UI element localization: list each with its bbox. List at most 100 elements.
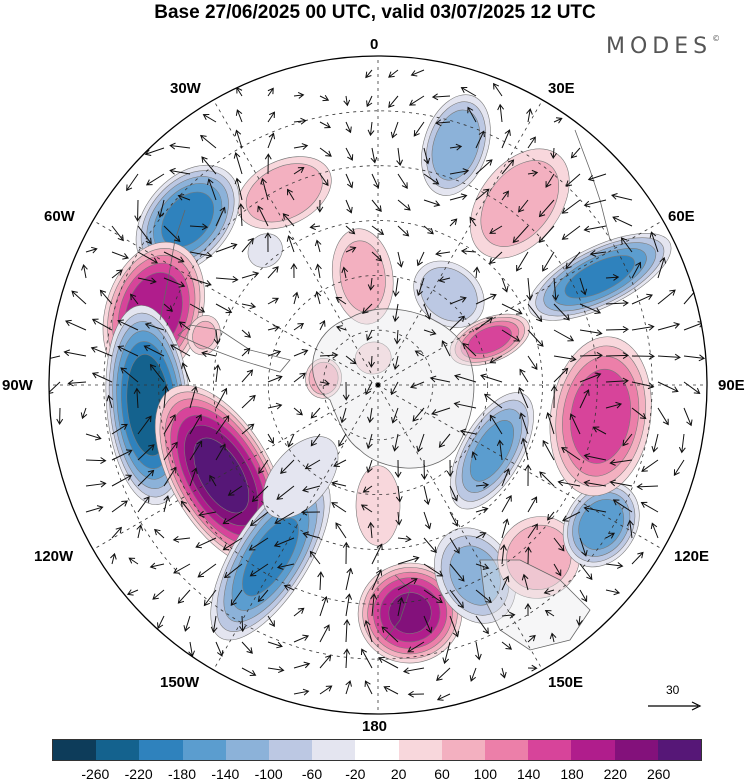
wind-arrow xyxy=(526,277,534,301)
wind-arrow xyxy=(126,173,139,192)
positive-anomaly xyxy=(549,336,652,497)
wind-arrow xyxy=(519,368,529,383)
wind-arrow xyxy=(241,369,254,383)
wind-arrow xyxy=(370,593,378,617)
wind-arrow xyxy=(241,237,254,253)
wind-arrow xyxy=(319,95,330,102)
wind-arrow xyxy=(371,569,383,591)
africa-outline xyxy=(574,129,611,241)
wind-arrow xyxy=(545,412,555,435)
wind-arrow xyxy=(501,494,512,513)
lon-label-120w: 120W xyxy=(34,548,74,565)
wind-arrow xyxy=(145,173,165,186)
wind-arrow xyxy=(371,225,385,235)
wind-arrow xyxy=(449,193,468,201)
wind-arrow xyxy=(431,407,451,416)
wind-arrow xyxy=(545,173,555,188)
wind-arrow xyxy=(189,277,212,287)
wind-arrow xyxy=(579,537,588,557)
wind-arrow xyxy=(657,322,681,331)
lon-label-150w: 150W xyxy=(160,674,200,691)
wind-arrow xyxy=(569,413,581,435)
wind-arrow xyxy=(345,225,356,235)
wind-arrow xyxy=(223,563,243,579)
wind-arrow xyxy=(366,95,373,108)
wind-arrow xyxy=(605,562,624,569)
wind-arrow xyxy=(230,589,243,607)
wind-arrow xyxy=(473,266,481,279)
wind-arrow xyxy=(553,117,563,124)
wind-arrow xyxy=(605,588,621,596)
anomaly-contour xyxy=(262,436,339,519)
wind-arrow xyxy=(583,453,607,461)
wind-arrow xyxy=(397,596,405,617)
wind-arrow xyxy=(435,249,451,257)
wind-arrow xyxy=(267,641,283,649)
wind-arrow xyxy=(335,325,347,332)
wind-arrow xyxy=(335,296,347,305)
wind-arrow xyxy=(394,459,402,478)
wind-arrow xyxy=(117,345,139,357)
wind-arrow xyxy=(521,573,529,591)
wind-arrow xyxy=(149,363,165,383)
wind-arrow xyxy=(489,414,503,435)
wind-arrow xyxy=(367,121,375,137)
wind-arrow xyxy=(436,667,451,681)
wind-arrow xyxy=(636,483,659,491)
wind-arrow xyxy=(302,485,321,493)
wind-arrow xyxy=(137,251,159,264)
lon-label-30e: 30E xyxy=(548,80,575,97)
wind-arrow xyxy=(583,225,607,233)
wind-arrow xyxy=(396,147,403,167)
wind-arrow xyxy=(561,225,581,240)
wind-arrow xyxy=(365,69,373,79)
wind-arrow xyxy=(392,303,400,323)
wind-arrow xyxy=(683,407,693,427)
wind-arrow xyxy=(367,521,375,539)
wind-arrow xyxy=(397,535,412,543)
wind-arrow xyxy=(293,372,307,383)
wind-arrow xyxy=(631,551,644,565)
latitude-circle xyxy=(267,274,489,496)
wind-arrow xyxy=(501,159,515,175)
wind-arrow xyxy=(368,355,376,368)
anomaly-contour xyxy=(449,545,501,606)
wind-arrow xyxy=(143,345,165,357)
wind-arrow xyxy=(163,303,174,312)
lon-label-150e: 150E xyxy=(548,674,584,691)
wind-arrow xyxy=(280,459,295,475)
wind-arrow xyxy=(293,349,309,357)
wind-arrow xyxy=(189,303,206,313)
wind-arrow xyxy=(137,469,155,487)
wind-arrow xyxy=(85,433,102,441)
colorbar-swatch xyxy=(53,740,97,760)
colorbar-tick-label: 180 xyxy=(560,766,584,782)
wind-arrow xyxy=(423,173,440,185)
anomaly-contour xyxy=(420,267,478,322)
wind-arrow xyxy=(362,303,373,315)
wind-arrow xyxy=(137,496,150,513)
wind-arrow xyxy=(222,511,243,525)
colorbar-tick-label: -180 xyxy=(167,766,197,782)
wind-arrow xyxy=(189,251,213,259)
wind-arrow xyxy=(189,223,209,231)
wind-arrow xyxy=(317,571,325,591)
wind-arrow xyxy=(267,297,279,305)
wind-arrow xyxy=(605,326,629,333)
colorbar-swatch xyxy=(139,740,183,760)
wind-arrow xyxy=(293,166,305,175)
wind-arrow xyxy=(631,407,647,420)
wind-arrow xyxy=(111,251,129,260)
wind-arrow xyxy=(480,373,503,383)
meridian-line xyxy=(213,384,379,671)
wind-arrow xyxy=(631,323,655,331)
wind-arrow xyxy=(345,567,354,591)
wind-arrow xyxy=(65,319,87,331)
colorbar-swatch xyxy=(269,740,313,760)
wind-arrow xyxy=(605,352,629,359)
wind-arrow xyxy=(524,603,532,617)
wind-arrow xyxy=(631,293,653,305)
wind-arrow xyxy=(214,364,221,383)
wind-arrow xyxy=(431,93,451,101)
wind-arrow xyxy=(198,510,217,518)
